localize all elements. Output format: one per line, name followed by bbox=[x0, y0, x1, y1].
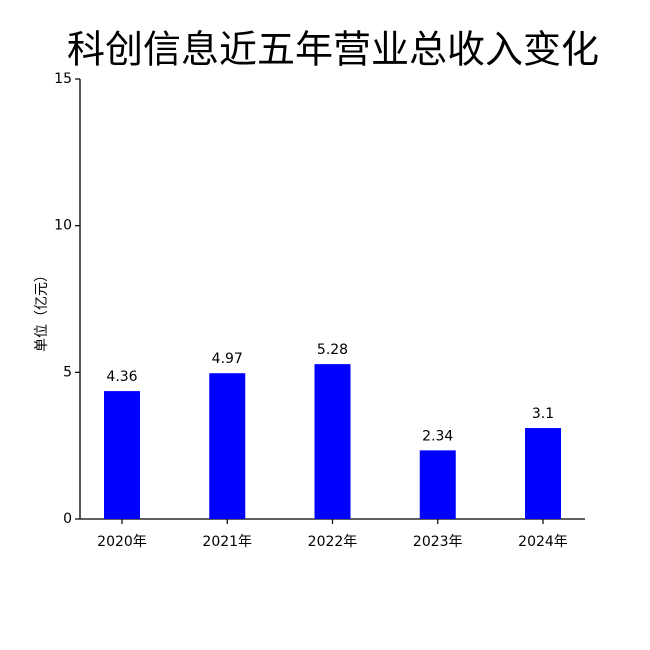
bar bbox=[525, 428, 561, 519]
bar bbox=[314, 364, 351, 519]
data-label: 4.36 bbox=[106, 369, 137, 385]
x-tick-label: 2020年 bbox=[97, 534, 147, 550]
data-label: 5.28 bbox=[317, 342, 348, 358]
y-axis-label: 单位（亿元） bbox=[34, 268, 50, 352]
y-tick-label: 15 bbox=[54, 71, 72, 87]
chart-title: 科创信息近五年营业总收入变化 bbox=[67, 28, 599, 72]
x-tick-label: 2022年 bbox=[308, 534, 358, 550]
data-label: 3.1 bbox=[532, 406, 554, 422]
y-tick-label: 0 bbox=[63, 511, 72, 527]
y-tick-label: 10 bbox=[54, 218, 72, 234]
x-tick-label: 2023年 bbox=[413, 534, 463, 550]
data-label: 4.97 bbox=[212, 351, 243, 367]
bar bbox=[209, 373, 246, 519]
x-tick-label: 2024年 bbox=[518, 534, 568, 550]
bar bbox=[104, 391, 140, 519]
x-tick-label: 2021年 bbox=[202, 534, 252, 550]
data-label: 2.34 bbox=[422, 428, 453, 444]
y-tick-label: 5 bbox=[63, 364, 72, 380]
bar bbox=[419, 450, 456, 519]
